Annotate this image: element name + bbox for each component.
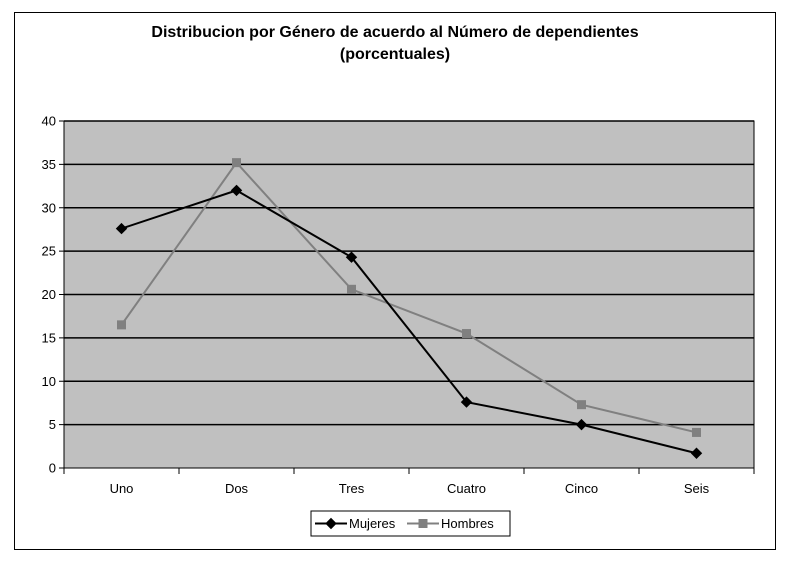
y-tick-label: 20 bbox=[42, 287, 56, 302]
data-point-hombres-cinco bbox=[577, 400, 586, 410]
series-line-mujeres bbox=[121, 189, 697, 455]
y-tick-label: 10 bbox=[42, 374, 56, 389]
data-point-mujeres-seis bbox=[690, 447, 703, 459]
y-tick-label: 0 bbox=[49, 461, 56, 476]
x-tick-label-cuatro: Cuatro bbox=[447, 481, 486, 496]
data-point-mujeres-cinco bbox=[575, 418, 588, 431]
legend-label-hombres: Hombres bbox=[441, 516, 494, 531]
data-point-hombres-seis bbox=[692, 427, 701, 437]
x-tick-label-tres: Tres bbox=[339, 481, 365, 496]
data-point-mujeres-cuatro bbox=[460, 396, 473, 408]
x-tick-label-uno: Uno bbox=[110, 481, 134, 496]
y-tick-label: 40 bbox=[42, 114, 56, 129]
data-point-hombres-uno bbox=[117, 320, 126, 330]
series-line-hombres bbox=[120, 161, 697, 434]
x-tick-label-dos: Dos bbox=[225, 481, 249, 496]
y-tick-label: 35 bbox=[42, 157, 56, 172]
y-tick-label: 30 bbox=[42, 200, 56, 215]
chart-subtitle: (porcentuales) bbox=[339, 46, 451, 63]
x-tick-label-cinco: Cinco bbox=[565, 481, 598, 496]
y-tick-label: 25 bbox=[42, 244, 56, 259]
x-tick-label-seis: Seis bbox=[684, 481, 710, 496]
legend-marker-mujeres bbox=[325, 517, 337, 530]
data-point-mujeres-tres bbox=[345, 251, 358, 263]
y-tick-label: 15 bbox=[42, 330, 56, 345]
y-tick-label: 5 bbox=[49, 417, 56, 432]
chart-title: Distribucion por Género de acuerdo al Nú… bbox=[0, 22, 790, 66]
data-point-mujeres-dos bbox=[230, 184, 243, 197]
data-point-hombres-cuatro bbox=[462, 329, 471, 339]
legend-marker-hombres bbox=[418, 519, 428, 528]
data-point-hombres-tres bbox=[347, 284, 356, 294]
legend-label-mujeres: Mujeres bbox=[349, 516, 396, 531]
data-point-mujeres-uno bbox=[115, 222, 128, 235]
chart-title-line1: Distribucion por Género de acuerdo al Nú… bbox=[151, 24, 639, 41]
data-point-hombres-dos bbox=[232, 158, 241, 168]
